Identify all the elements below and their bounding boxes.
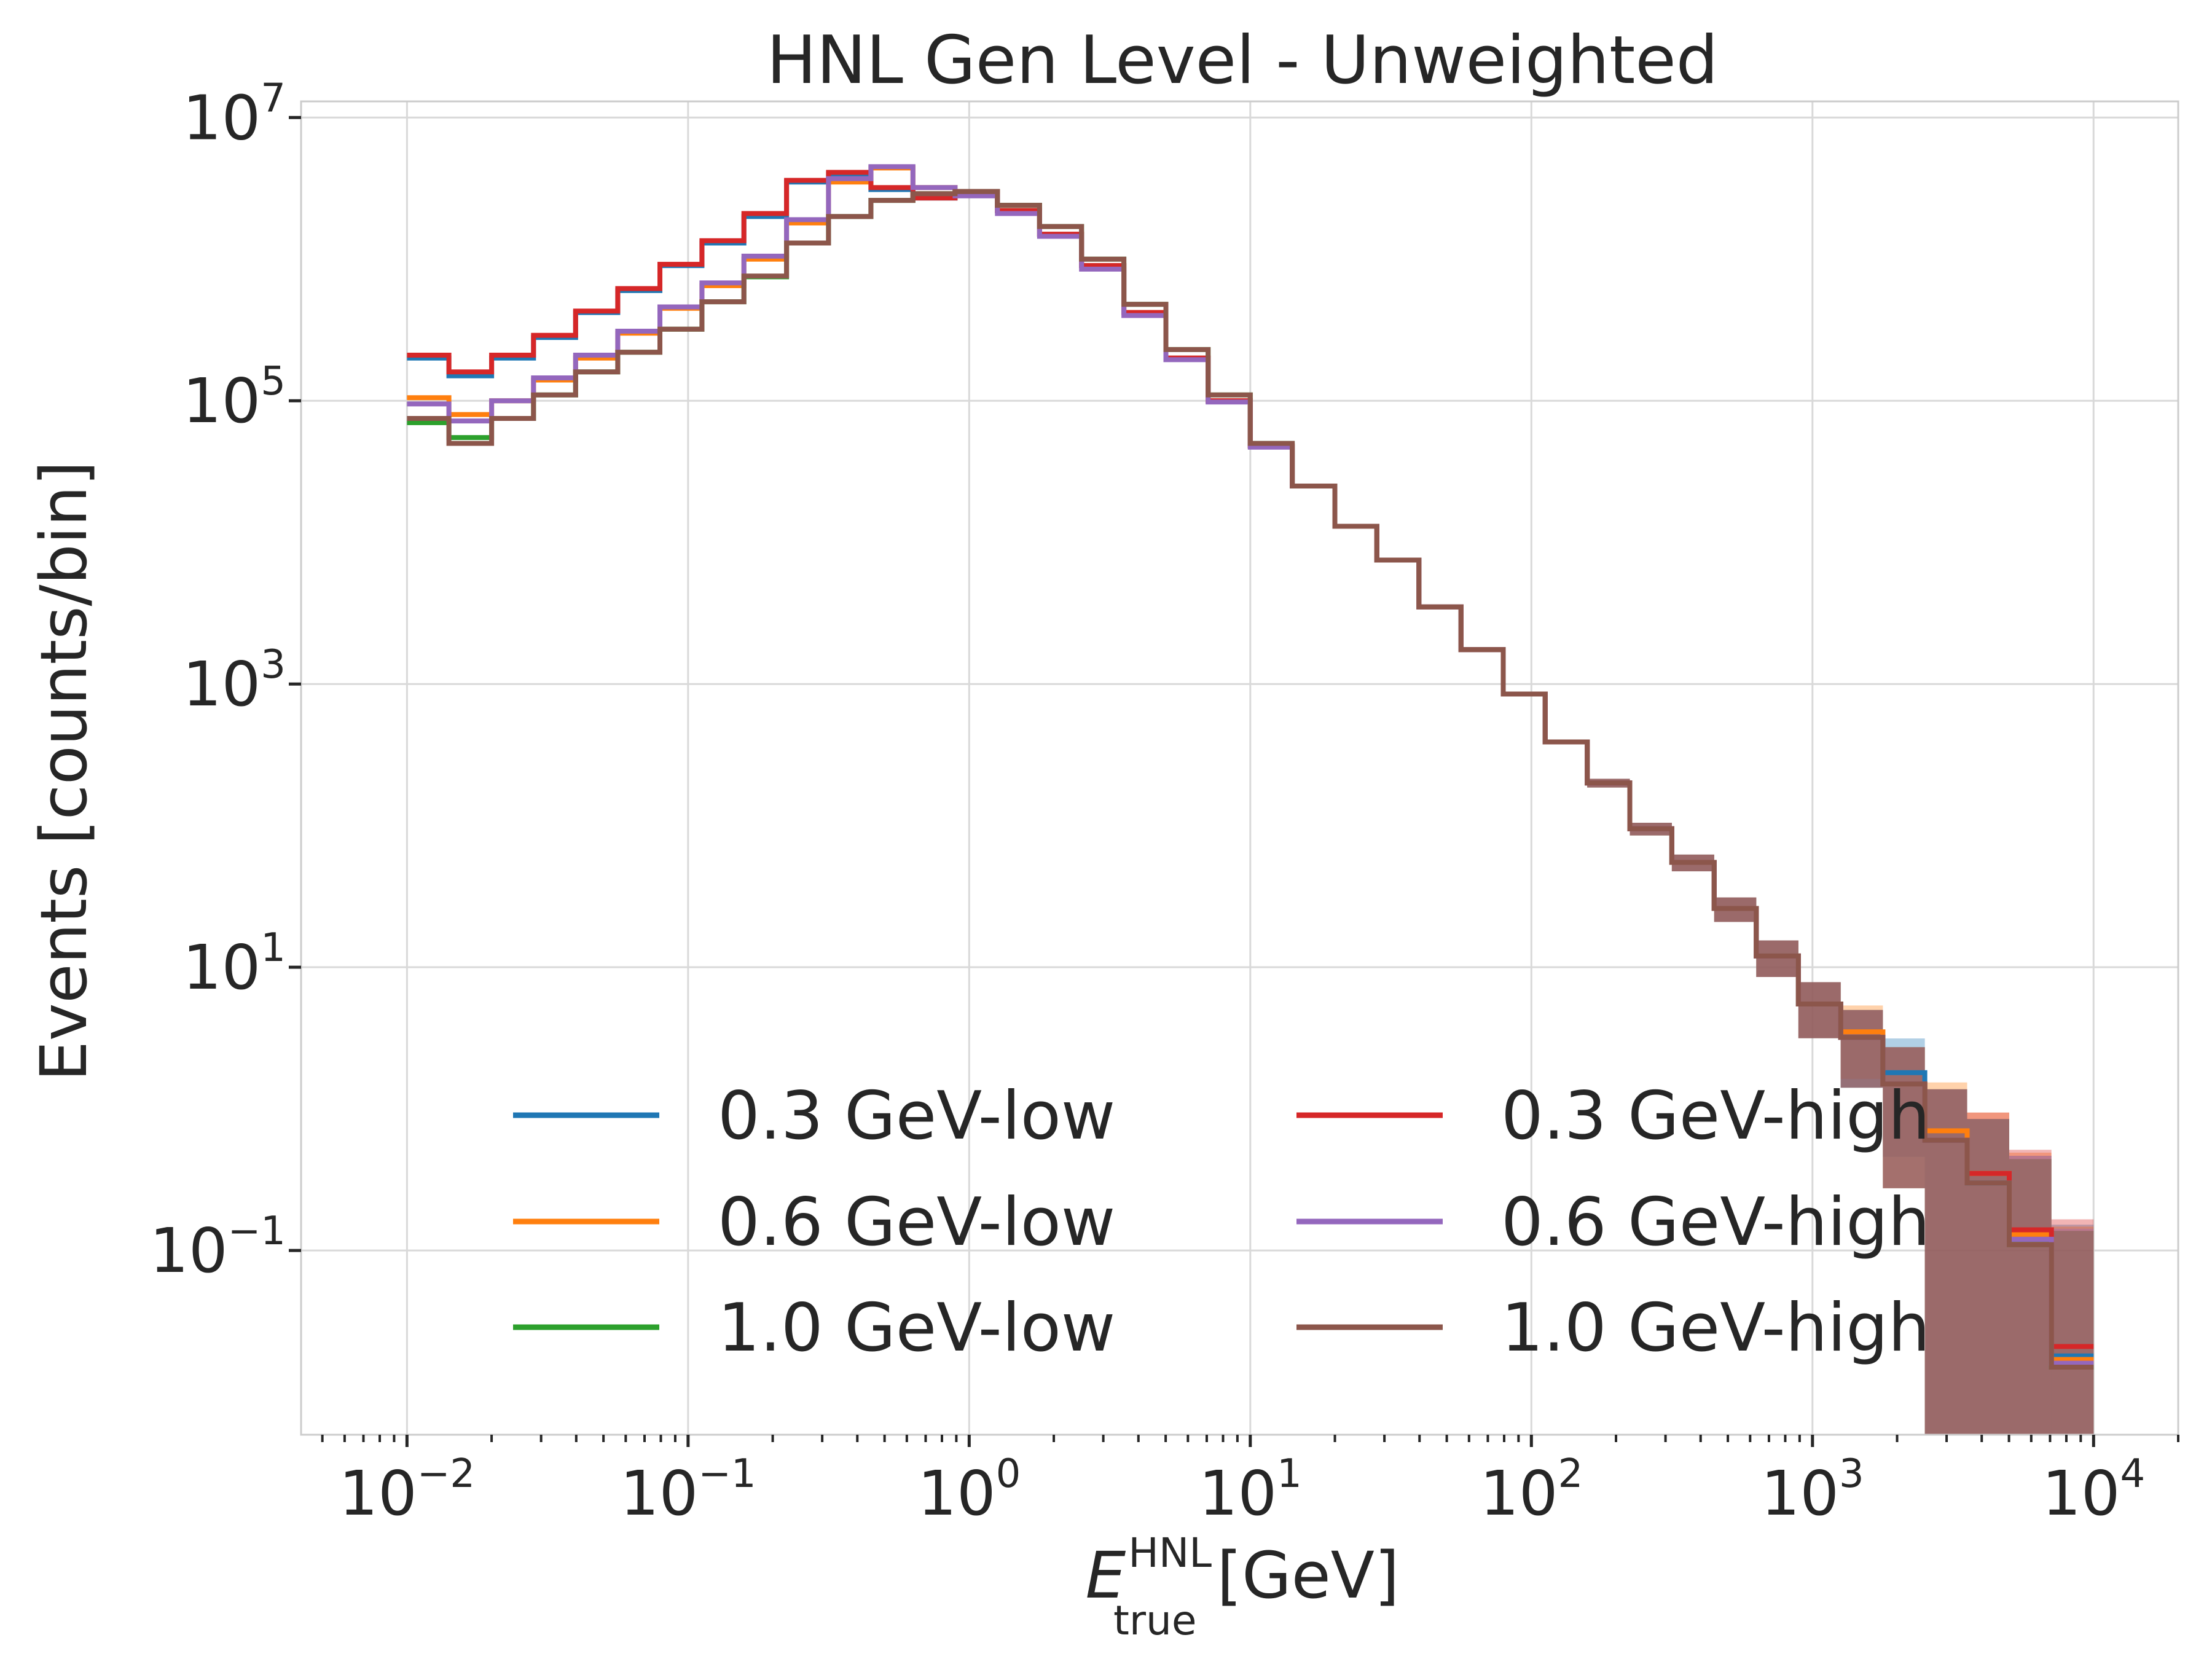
x-axis-label-sup: HNL — [1128, 1529, 1212, 1577]
x-tick-label-exponent: −1 — [698, 1451, 756, 1497]
uncertainty-band — [2051, 1231, 2094, 1435]
uncertainty-band — [2009, 1155, 2052, 1435]
chart-title: HNL Gen Level - Unweighted — [767, 22, 1719, 99]
y-tick-label: 10−1 — [149, 1209, 286, 1287]
x-tick-label-base: 10 — [339, 1457, 417, 1529]
uncertainty-band — [1924, 1089, 1967, 1435]
x-axis-label: EHNL true [GeV] — [1086, 1529, 1400, 1644]
y-axis-label: Events [counts/bin] — [26, 461, 101, 1081]
uncertainty-band — [2051, 1225, 2094, 1435]
legend-label: 0.6 GeV-high — [1501, 1184, 1930, 1261]
uncertainty-band — [1756, 940, 1798, 978]
y-tick-label-exponent: 3 — [261, 642, 286, 688]
plot-frame — [300, 100, 2179, 1436]
y-tick-label-base: 10 — [182, 365, 261, 437]
uncertainty-band — [1840, 1010, 1883, 1088]
x-tick-label: 100 — [917, 1451, 1021, 1529]
x-tick-label-base: 10 — [1761, 1457, 1839, 1529]
legend-label: 1.0 GeV-high — [1501, 1290, 1930, 1367]
uncertainty-band — [1798, 982, 1841, 1038]
legend: 0.3 GeV-low 0.6 GeV-low 1.0 GeV-low 0.3 GeV… — [513, 1078, 1930, 1367]
x-tick-label: 101 — [1199, 1451, 1302, 1529]
uncertainty-band — [2051, 1231, 2094, 1435]
legend-label: 0.6 GeV-low — [718, 1184, 1115, 1261]
uncertainty-band — [1840, 1010, 1883, 1088]
uncertainty-band — [1967, 1112, 2009, 1435]
x-tick-label-base: 10 — [2042, 1457, 2120, 1529]
x-tick-label-exponent: 3 — [1839, 1451, 1864, 1497]
uncertainty-band-group — [1587, 779, 2094, 1435]
uncertainty-band — [2009, 1150, 2052, 1435]
x-tick-label-exponent: 2 — [1558, 1451, 1583, 1497]
grid — [301, 101, 2178, 1435]
x-tick-label-base: 10 — [620, 1457, 698, 1529]
y-tick-label-exponent: −1 — [228, 1209, 286, 1254]
uncertainty-band — [2009, 1159, 2052, 1435]
uncertainty-band — [1840, 1005, 1883, 1079]
x-tick-label-base: 10 — [1199, 1457, 1277, 1529]
uncertainty-band — [2051, 1228, 2094, 1435]
uncertainty-band — [2009, 1159, 2052, 1435]
x-axis-label-sub: true — [1113, 1597, 1196, 1644]
y-tick-label-exponent: 5 — [261, 359, 286, 404]
uncertainty-band — [1924, 1089, 1967, 1435]
uncertainty-band — [1756, 940, 1798, 978]
y-tick-label-exponent: 7 — [261, 76, 286, 121]
uncertainty-band — [1798, 982, 1841, 1038]
x-tick-label: 10−1 — [620, 1451, 756, 1529]
x-tick-label-exponent: 0 — [996, 1451, 1021, 1497]
uncertainty-band — [1840, 1010, 1883, 1088]
y-tick-label: 107 — [182, 76, 286, 154]
y-tick-label-base: 10 — [182, 648, 261, 720]
y-tick-label: 101 — [182, 925, 286, 1003]
uncertainty-band — [2051, 1226, 2094, 1435]
x-tick-label-exponent: 1 — [1277, 1451, 1302, 1497]
x-axis-label-base: E — [1086, 1538, 1126, 1613]
uncertainty-band — [1756, 940, 1798, 978]
uncertainty-band — [1756, 940, 1798, 978]
y-tick-label-base: 10 — [182, 82, 261, 154]
series-lines — [407, 164, 2094, 1370]
x-tick-label-base: 10 — [917, 1457, 995, 1529]
uncertainty-band — [1924, 1089, 1967, 1435]
x-tick-label: 10−2 — [339, 1451, 476, 1529]
x-axis-ticks: 10−2 10−1 100 101 102 103 104 — [321, 1435, 2179, 1529]
x-tick-label: 103 — [1761, 1451, 1864, 1529]
uncertainty-band — [1924, 1089, 1967, 1435]
uncertainty-band — [2051, 1219, 2094, 1435]
uncertainty-band — [1798, 982, 1841, 1038]
x-tick-label-base: 10 — [1480, 1457, 1558, 1529]
x-tick-label-exponent: −2 — [417, 1451, 475, 1497]
legend-label: 0.3 GeV-low — [718, 1078, 1115, 1155]
uncertainty-band — [1967, 1112, 2009, 1435]
legend-label: 1.0 GeV-low — [718, 1290, 1115, 1367]
uncertainty-band — [1840, 1010, 1883, 1088]
uncertainty-band — [2009, 1152, 2052, 1435]
y-tick-label-exponent: 1 — [261, 925, 286, 971]
legend-label: 0.3 GeV-high — [1501, 1078, 1930, 1155]
y-tick-label-base: 10 — [182, 931, 261, 1003]
uncertainty-band — [1883, 1038, 1925, 1157]
y-tick-label: 105 — [182, 359, 286, 437]
series-line — [407, 189, 2094, 1370]
uncertainty-band — [1798, 982, 1841, 1038]
uncertainty-band — [2009, 1155, 2052, 1435]
x-tick-label-exponent: 4 — [2120, 1451, 2146, 1497]
y-tick-label: 103 — [182, 642, 286, 720]
uncertainty-band — [1798, 982, 1841, 1038]
uncertainty-band — [1924, 1089, 1967, 1435]
y-tick-label-base: 10 — [149, 1215, 227, 1287]
x-axis-label-unit: [GeV] — [1197, 1538, 1400, 1613]
x-tick-label: 102 — [1480, 1451, 1583, 1529]
uncertainty-band — [1840, 1010, 1883, 1088]
x-tick-label: 104 — [2042, 1451, 2145, 1529]
uncertainty-band — [1798, 982, 1841, 1038]
uncertainty-band — [1756, 940, 1798, 978]
uncertainty-band — [1756, 940, 1798, 978]
uncertainty-band — [1967, 1119, 2009, 1435]
